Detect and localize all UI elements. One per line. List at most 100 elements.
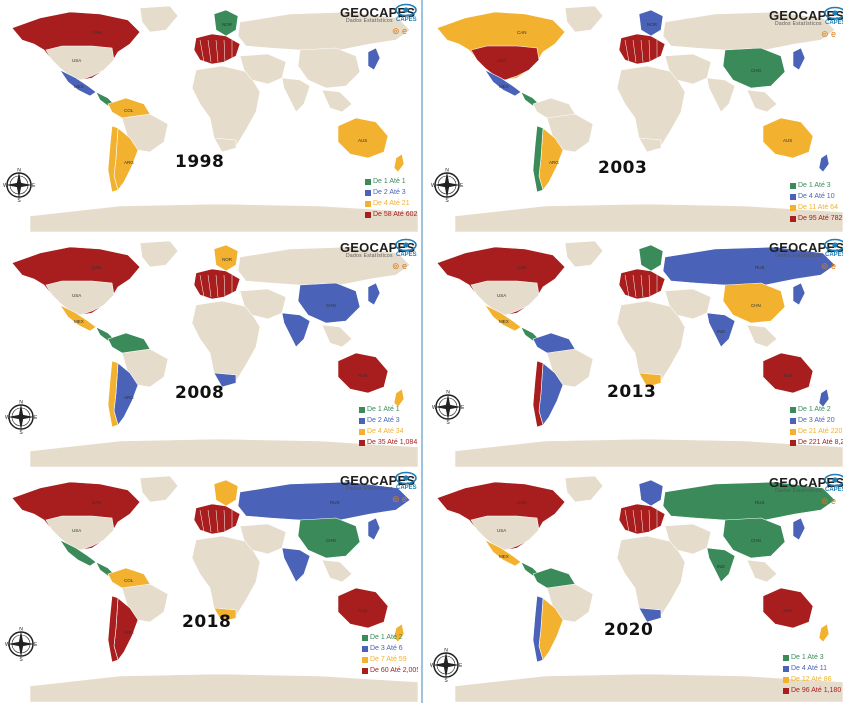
- legend-swatch: [783, 676, 789, 683]
- region-usa[interactable]: [45, 280, 115, 316]
- region-mexico[interactable]: [484, 539, 522, 567]
- region-greenland[interactable]: [139, 475, 179, 503]
- region-middle-east[interactable]: [239, 523, 287, 555]
- region-china[interactable]: [297, 517, 361, 559]
- region-se-asia[interactable]: [321, 89, 353, 113]
- region-africa-south[interactable]: [213, 137, 237, 153]
- region-india[interactable]: [706, 77, 736, 113]
- region-antarctica[interactable]: [29, 438, 418, 467]
- region-africa[interactable]: [616, 300, 686, 386]
- region-middle-east[interactable]: [664, 523, 712, 555]
- region-scandinavia[interactable]: [213, 9, 239, 37]
- region-nz[interactable]: [818, 623, 830, 643]
- region-chile[interactable]: [532, 125, 544, 193]
- region-australia[interactable]: [337, 117, 389, 159]
- region-africa[interactable]: [616, 65, 686, 151]
- region-india[interactable]: [281, 547, 311, 583]
- region-china[interactable]: [297, 47, 361, 89]
- region-japan[interactable]: [792, 517, 806, 541]
- region-mexico[interactable]: [484, 304, 522, 332]
- region-australia[interactable]: [762, 117, 814, 159]
- region-africa[interactable]: [191, 65, 261, 151]
- region-china[interactable]: [722, 517, 786, 559]
- region-chile[interactable]: [107, 360, 119, 428]
- region-middle-east[interactable]: [664, 288, 712, 320]
- region-scandinavia[interactable]: [638, 479, 664, 507]
- capes-eye-icon: [395, 471, 417, 485]
- region-russia[interactable]: [237, 481, 411, 521]
- region-africa[interactable]: [616, 535, 686, 621]
- region-usa[interactable]: [45, 45, 115, 81]
- region-greenland[interactable]: [139, 240, 179, 268]
- region-australia[interactable]: [762, 587, 814, 629]
- region-india[interactable]: [281, 77, 311, 113]
- region-africa-south[interactable]: [638, 137, 662, 153]
- region-middle-east[interactable]: [239, 53, 287, 85]
- region-australia[interactable]: [337, 587, 389, 629]
- region-japan[interactable]: [367, 282, 381, 306]
- region-japan[interactable]: [367, 517, 381, 541]
- region-africa-south[interactable]: [638, 607, 662, 623]
- region-africa[interactable]: [191, 535, 261, 621]
- region-chile[interactable]: [532, 595, 544, 663]
- region-china[interactable]: [297, 282, 361, 324]
- region-greenland[interactable]: [564, 240, 604, 268]
- region-antarctica[interactable]: [454, 673, 843, 702]
- region-india[interactable]: [706, 547, 736, 583]
- region-india[interactable]: [281, 312, 311, 348]
- country-code-label: MEX: [499, 319, 509, 324]
- region-greenland[interactable]: [564, 5, 604, 33]
- region-antarctica[interactable]: [454, 438, 843, 467]
- region-mexico[interactable]: [59, 539, 97, 567]
- region-russia[interactable]: [662, 11, 836, 51]
- region-africa-south[interactable]: [213, 607, 237, 623]
- region-africa[interactable]: [191, 300, 261, 386]
- region-mexico[interactable]: [59, 304, 97, 332]
- region-australia[interactable]: [337, 352, 389, 394]
- region-japan[interactable]: [792, 282, 806, 306]
- region-nz[interactable]: [818, 153, 830, 173]
- region-japan[interactable]: [367, 47, 381, 71]
- region-china[interactable]: [722, 282, 786, 324]
- region-mexico[interactable]: [59, 69, 97, 97]
- region-africa-south[interactable]: [638, 372, 662, 388]
- region-greenland[interactable]: [564, 475, 604, 503]
- region-antarctica[interactable]: [454, 203, 843, 232]
- region-nz[interactable]: [393, 388, 405, 408]
- region-nz[interactable]: [393, 623, 405, 643]
- country-code-label: AUS: [358, 138, 368, 143]
- region-se-asia[interactable]: [321, 324, 353, 348]
- region-antarctica[interactable]: [29, 673, 418, 702]
- region-scandinavia[interactable]: [213, 244, 239, 272]
- region-usa[interactable]: [470, 280, 540, 316]
- region-russia[interactable]: [662, 481, 836, 521]
- region-scandinavia[interactable]: [638, 244, 664, 272]
- region-scandinavia[interactable]: [213, 479, 239, 507]
- region-india[interactable]: [706, 312, 736, 348]
- region-antarctica[interactable]: [29, 203, 418, 232]
- region-usa[interactable]: [45, 515, 115, 551]
- region-chile[interactable]: [532, 360, 544, 428]
- region-se-asia[interactable]: [746, 559, 778, 583]
- region-scandinavia[interactable]: [638, 9, 664, 37]
- region-australia[interactable]: [762, 352, 814, 394]
- region-africa-south[interactable]: [213, 372, 237, 388]
- region-nz[interactable]: [393, 153, 405, 173]
- region-middle-east[interactable]: [239, 288, 287, 320]
- region-russia[interactable]: [237, 246, 411, 286]
- region-chile[interactable]: [107, 595, 119, 663]
- region-nz[interactable]: [818, 388, 830, 408]
- region-middle-east[interactable]: [664, 53, 712, 85]
- region-russia[interactable]: [237, 11, 411, 51]
- region-china[interactable]: [722, 47, 786, 89]
- region-se-asia[interactable]: [746, 324, 778, 348]
- region-se-asia[interactable]: [321, 559, 353, 583]
- region-chile[interactable]: [107, 125, 119, 193]
- region-usa[interactable]: [470, 515, 540, 551]
- region-mexico[interactable]: [484, 69, 522, 97]
- region-russia[interactable]: [662, 246, 836, 286]
- region-greenland[interactable]: [139, 5, 179, 33]
- region-se-asia[interactable]: [746, 89, 778, 113]
- region-japan[interactable]: [792, 47, 806, 71]
- region-usa[interactable]: [470, 45, 540, 81]
